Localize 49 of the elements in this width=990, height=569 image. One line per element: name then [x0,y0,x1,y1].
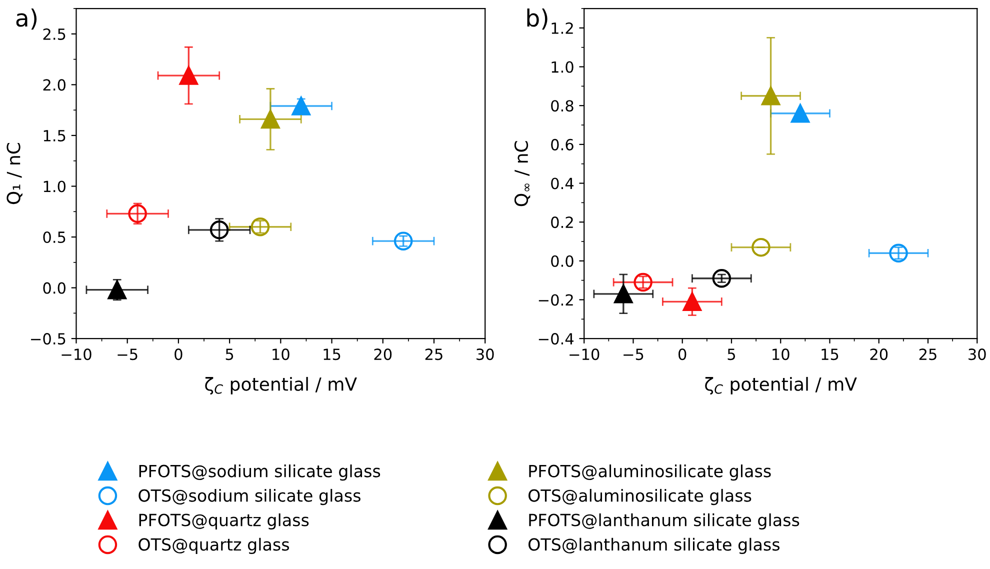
y-tick-label: 2.5 [43,28,66,40]
legend-label: PFOTS@quartz glass [139,513,309,530]
x-axis-title: ζ$_{C}$ potential / mV [205,376,357,394]
y-tick-label: 0.5 [43,231,66,244]
y-tick-label: 0.2 [551,216,573,228]
y-axis-title: Q$_{∞}$ / nC [514,141,530,206]
y-tick-label: −0.2 [538,294,573,306]
y-tick-label: 0.4 [551,178,574,190]
y-axis-title: Q₁ / nC [6,142,22,204]
chart-title: b) [527,8,548,30]
y-tick-label: 1.5 [44,130,66,142]
y-tick-label: 0.0 [551,255,574,267]
x-tick-label: −10 [62,348,92,360]
x-tick-label: 5 [226,348,234,360]
y-tick-label: 1.2 [552,22,573,34]
legend-label: OTS@sodium silicate glass [138,488,360,506]
x-tick-label: 0 [174,348,182,360]
y-tick-label: 0.0 [43,282,66,294]
x-tick-label: 10 [272,348,290,360]
legend-label: OTS@aluminosilicate glass [528,488,752,506]
x-tick-label: 15 [324,348,340,360]
x-tick-label: −5 [118,348,138,360]
chart-title: a) [16,8,37,30]
y-tick-label: −0.4 [538,333,574,345]
legend-label: PFOTS@sodium silicate glass [139,464,380,481]
x-tick-label: 20 [870,348,888,360]
legend-label: PFOTS@lanthanum silicate glass [529,513,800,530]
y-tick-label: 0.8 [551,100,574,112]
legend-label: OTS@quartz glass [138,538,290,554]
legend-label: OTS@lanthanum silicate glass [528,538,780,554]
x-tick-label: −5 [624,348,644,360]
point [752,238,770,257]
x-tick-label: 15 [822,348,838,360]
y-tick-label: 0.6 [551,138,574,150]
x-tick-label: 20 [374,348,392,360]
x-tick-label: 30 [968,348,986,360]
x-tick-label: 30 [476,348,494,360]
x-tick-label: 25 [425,348,442,360]
x-tick-label: 5 [728,348,736,360]
y-tick-label: −0.5 [31,333,66,345]
y-tick-label: 1.0 [44,180,66,192]
legend-label: PFOTS@aluminosilicate glass [529,464,771,481]
y-tick-label: 1.0 [552,61,574,73]
x-tick-label: 25 [919,348,936,360]
y-tick-label: 2.0 [43,79,66,91]
x-tick-label: 10 [772,348,790,360]
x-tick-label: 0 [678,348,686,360]
x-axis-title: ζ$_{C}$ potential / mV [705,376,857,394]
x-tick-label: −10 [570,348,600,360]
